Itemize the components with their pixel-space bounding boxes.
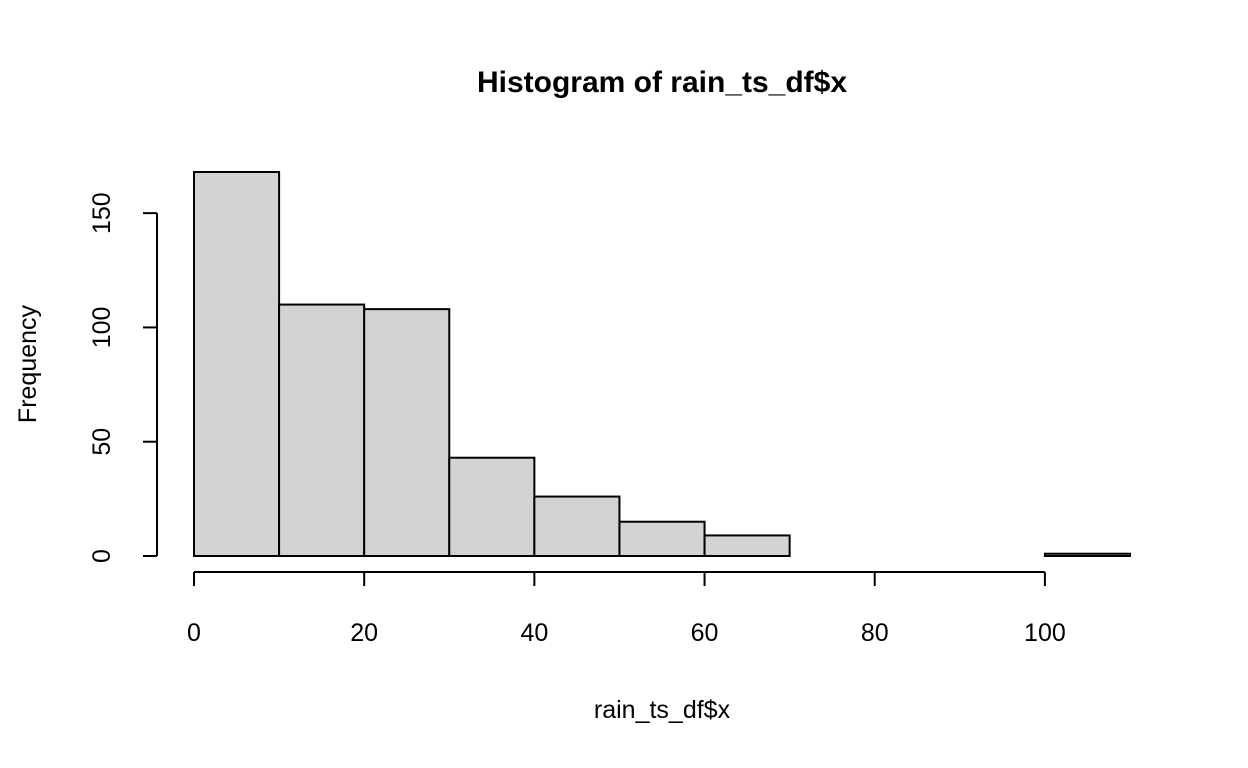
y-tick-label: 100: [88, 307, 116, 349]
histogram-bar: [363, 308, 451, 557]
histogram-bar: [1043, 552, 1131, 558]
histogram-bars: [193, 171, 1131, 558]
histogram-bar: [278, 303, 366, 558]
y-tick-label: 150: [88, 192, 116, 234]
y-axis: 0 50 100 150: [88, 192, 158, 563]
x-tick-label: 20: [350, 619, 378, 647]
x-tick-label: 40: [520, 619, 548, 647]
histogram-bar: [618, 520, 706, 558]
histogram-bar: [448, 456, 536, 558]
y-tick-label: 0: [88, 549, 116, 563]
histogram-bar: [703, 534, 791, 558]
y-tick-label: 50: [88, 428, 116, 456]
histogram-bar: [193, 171, 281, 557]
x-tick-label: 0: [187, 619, 201, 647]
histogram-bar: [533, 495, 621, 558]
x-axis-label: rain_ts_df$x: [594, 696, 731, 724]
x-axis: 0 20 40 60 80 100: [187, 571, 1066, 647]
x-tick-label: 100: [1024, 619, 1066, 647]
chart-title: Histogram of rain_ts_df$x: [477, 66, 847, 99]
x-tick-label: 80: [861, 619, 889, 647]
y-axis-label: Frequency: [14, 304, 42, 423]
x-tick-label: 60: [691, 619, 719, 647]
